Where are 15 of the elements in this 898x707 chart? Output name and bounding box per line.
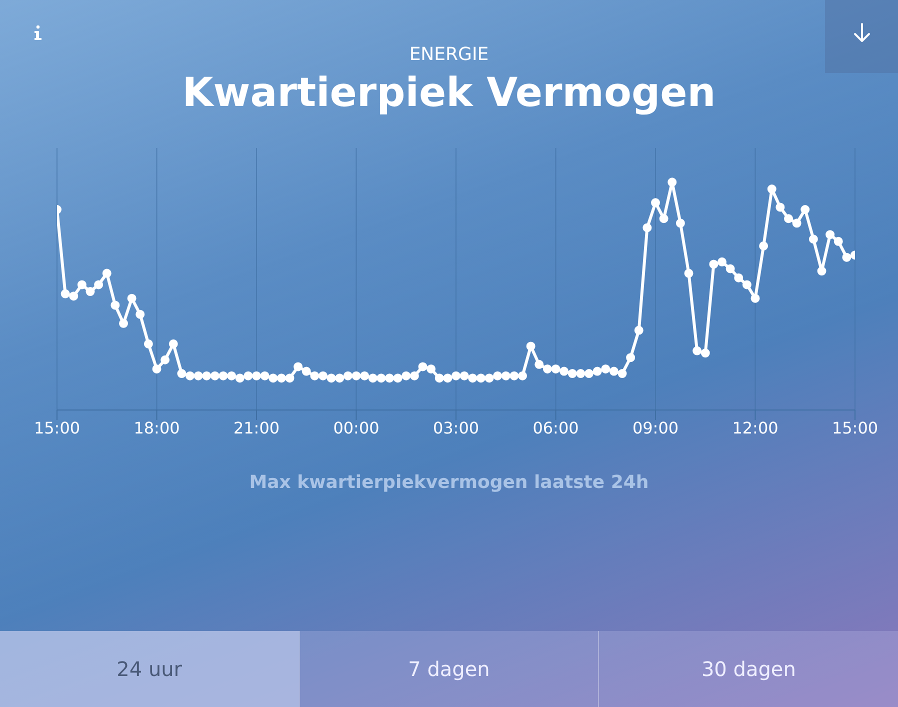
x-tick-label: 00:00 [333, 418, 380, 438]
x-tick-label: 15:00 [34, 418, 80, 438]
text: 30 dagen [598, 631, 898, 707]
x-tick-label: 21:00 [233, 418, 280, 438]
x-tick-label: 18:00 [134, 418, 180, 438]
x-tick-label: 15:00 [832, 418, 878, 438]
chart-subtitle: ENERGIE [408, 44, 490, 65]
text: 24 uur [0, 631, 299, 707]
chart-title: Kwartierpiek Vermogen [181, 70, 717, 116]
text: 7 dagen [298, 631, 598, 707]
x-tick-label: 09:00 [632, 418, 679, 438]
text: Max kwartierpiekvermogen laatste 24h [248, 472, 650, 493]
x-tick-label: 12:00 [732, 418, 778, 438]
x-tick-label: 03:00 [432, 418, 480, 438]
x-tick-label: 06:00 [532, 418, 579, 438]
